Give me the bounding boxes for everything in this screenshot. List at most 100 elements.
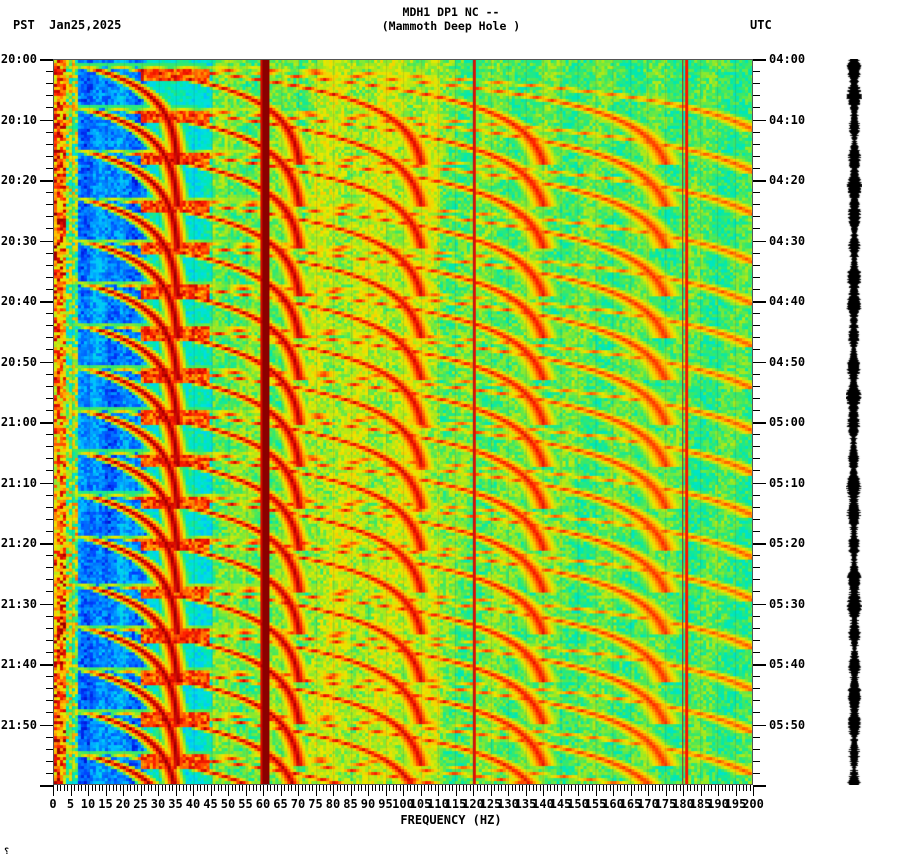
frequency-major-tick (123, 785, 124, 796)
left-axis-minor-tick (46, 627, 53, 629)
left-axis-minor-tick (46, 712, 53, 714)
frequency-minor-tick (434, 785, 436, 791)
left-axis-minor-tick (46, 192, 53, 194)
right-axis-minor-tick (753, 579, 760, 581)
frequency-minor-tick (546, 785, 548, 791)
frequency-minor-tick (539, 785, 541, 791)
frequency-minor-tick (67, 785, 68, 791)
frequency-major-tick (455, 785, 457, 796)
left-axis-minor-tick (46, 518, 53, 520)
left-axis-major-tick (40, 301, 53, 303)
frequency-minor-tick (119, 785, 121, 791)
left-axis-minor-tick (46, 748, 53, 750)
frequency-minor-tick (151, 785, 152, 791)
frequency-minor-tick (427, 785, 429, 791)
frequency-minor-tick (130, 785, 131, 791)
left-axis-minor-tick (46, 760, 53, 762)
frequency-minor-tick (172, 785, 173, 791)
frequency-minor-tick (375, 785, 376, 791)
frequency-tick-label: 60 (255, 797, 271, 811)
right-axis-minor-tick (753, 639, 760, 641)
frequency-minor-tick (627, 785, 628, 791)
frequency-major-tick (140, 785, 142, 796)
frequency-minor-tick (336, 785, 338, 791)
right-axis-minor-tick (753, 192, 760, 194)
frequency-minor-tick (301, 785, 303, 791)
frequency-tick-label: 20 (115, 797, 131, 811)
right-axis-minor-tick (753, 373, 760, 375)
header-left-timezone-date: PST Jan25,2025 (13, 18, 121, 32)
page-subtitle: (Mammoth Deep Hole ) (381, 19, 521, 33)
frequency-minor-tick (620, 785, 621, 791)
frequency-minor-tick (200, 785, 201, 791)
right-axis-minor-tick (753, 216, 760, 218)
right-axis-major-tick (753, 482, 766, 484)
frequency-tick-label: 125 (479, 797, 502, 811)
frequency-minor-tick (319, 785, 320, 791)
right-axis-tick-label: 05:20 (769, 536, 806, 550)
frequency-minor-tick (431, 785, 432, 791)
left-axis-tick-label: 20:00 (0, 52, 37, 66)
right-axis-tick-label: 04:50 (769, 354, 806, 369)
frequency-minor-tick (347, 785, 348, 791)
frequency-minor-tick (574, 785, 576, 791)
left-axis-minor-tick (46, 155, 53, 157)
right-axis-minor-tick (753, 567, 760, 569)
frequency-major-tick (595, 785, 597, 796)
frequency-minor-tick (252, 785, 254, 791)
right-axis-minor-tick (753, 252, 760, 254)
right-axis-minor-tick (753, 83, 760, 85)
frequency-minor-tick (676, 785, 677, 791)
right-axis-minor-tick (753, 228, 760, 230)
left-axis-minor-tick (46, 639, 53, 641)
frequency-minor-tick (634, 785, 635, 791)
frequency-tick-label: 30 (150, 797, 166, 811)
frequency-minor-tick (137, 785, 138, 791)
left-axis-minor-tick (46, 131, 53, 133)
spectrogram-plot (53, 59, 753, 785)
frequency-tick-label: 35 (168, 797, 183, 811)
frequency-minor-tick (224, 785, 226, 791)
right-axis-major-tick (753, 361, 766, 363)
frequency-minor-tick (592, 785, 593, 791)
frequency-major-tick (700, 785, 702, 796)
frequency-minor-tick (459, 785, 460, 791)
frequency-tick-label: 155 (584, 797, 607, 811)
frequency-major-tick (665, 785, 667, 796)
frequency-minor-tick (441, 785, 443, 791)
frequency-minor-tick (529, 785, 530, 791)
right-time-axis: 04:00 04:10 04:20 04:30 04:40 04:50 05:00 05:10… (753, 52, 902, 787)
left-axis-minor-tick (46, 494, 53, 496)
frequency-tick-label: 85 (343, 797, 358, 811)
right-axis-minor-tick (753, 325, 760, 327)
right-axis-major-tick (753, 301, 766, 303)
right-axis-tick-label: 05:40 (769, 657, 806, 671)
frequency-minor-tick (588, 785, 590, 791)
frequency-axis: 0 5 10 15 20 25 30 35 40 45 50 55 60 65 70 75 80 85 90 95 10… (49, 785, 764, 825)
left-axis-major-tick (40, 240, 53, 242)
frequency-minor-tick (133, 785, 135, 791)
right-axis-minor-tick (753, 409, 760, 411)
frequency-minor-tick (221, 785, 222, 791)
frequency-minor-tick (266, 785, 268, 791)
frequency-minor-tick (410, 785, 411, 791)
left-axis-minor-tick (46, 555, 53, 557)
frequency-minor-tick (669, 785, 670, 791)
frequency-tick-label: 55 (238, 797, 253, 811)
left-axis-major-tick (40, 422, 53, 424)
right-axis-major-tick (753, 180, 766, 182)
frequency-tick-label: 40 (185, 797, 201, 811)
right-axis-minor-tick (753, 131, 760, 133)
frequency-minor-tick (308, 785, 310, 791)
frequency-minor-tick (238, 785, 240, 791)
frequency-major-tick (718, 785, 719, 796)
right-axis-major-tick (753, 59, 766, 61)
frequency-minor-tick (480, 785, 481, 791)
left-axis-minor-tick (46, 337, 53, 339)
frequency-minor-tick (725, 785, 726, 791)
frequency-minor-tick (690, 785, 691, 791)
frequency-minor-tick (711, 785, 712, 791)
frequency-minor-tick (732, 785, 733, 791)
frequency-tick-label: 190 (707, 797, 729, 811)
left-axis-minor-tick (46, 397, 53, 399)
